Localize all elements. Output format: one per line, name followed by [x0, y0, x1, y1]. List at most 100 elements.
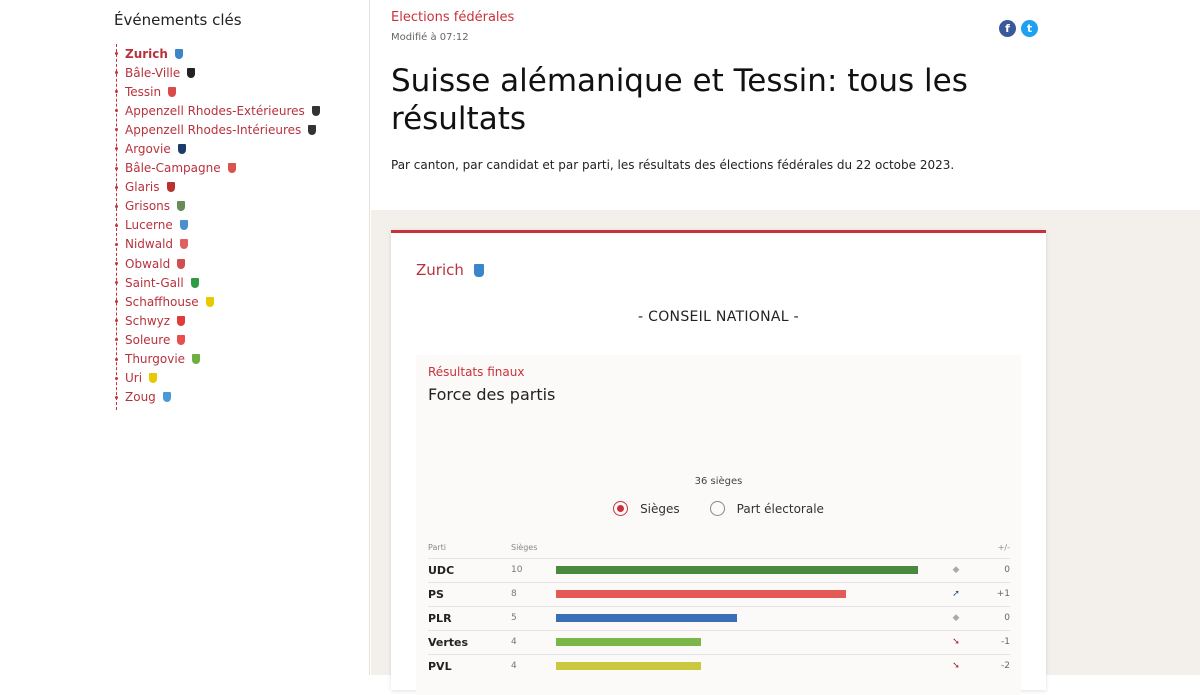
lead-text: Par canton, par candidat et par parti, l…	[391, 158, 955, 172]
party-name: PS	[428, 581, 511, 606]
trend-stable-icon: ◆	[936, 605, 976, 630]
sidebar-item[interactable]: Bâle-Campagne	[115, 159, 320, 178]
canton-crest-icon	[179, 220, 188, 231]
sidebar-item-label: Bâle-Ville	[125, 65, 181, 80]
party-row: Vertes 4 ➘ -1	[428, 629, 1010, 654]
sidebar-item[interactable]: Argovie	[115, 139, 320, 158]
radio-option[interactable]: Part électorale	[709, 501, 824, 516]
seat-bar	[556, 614, 737, 622]
sidebar-item[interactable]: Schaffhouse	[115, 292, 320, 311]
canton-crest-icon	[180, 239, 189, 250]
sidebar-item-label: Glaris	[125, 180, 160, 195]
zurich-crest-icon	[473, 263, 484, 277]
canton-crest-icon	[177, 315, 186, 326]
sidebar-item-label: Thurgovie	[125, 352, 186, 367]
sidebar-item-label: Zurich	[125, 46, 168, 61]
category-link[interactable]: Elections fédérales	[391, 10, 515, 25]
party-strength-panel: Résultats finaux Force des partis 36 siè…	[416, 355, 1021, 695]
sidebar-item[interactable]: Soleure	[115, 330, 320, 349]
radio-button[interactable]	[709, 501, 725, 516]
col-seats: Sièges	[511, 543, 538, 553]
radio-label: Part électorale	[736, 501, 824, 516]
sidebar-item[interactable]: Glaris	[115, 178, 320, 197]
canton-crest-icon	[205, 296, 214, 307]
page-title: Suisse alémanique et Tessin: tous les ré…	[391, 63, 968, 137]
canton-crest-icon	[227, 163, 236, 174]
radio-button[interactable]	[613, 501, 629, 516]
canton-crest-icon	[149, 373, 158, 384]
key-events-list: Zurich Bâle-Ville Tessin Appenzell Rhodes-E…	[115, 44, 320, 410]
twitter-icon[interactable]: t	[1021, 20, 1038, 37]
party-seats: 10	[511, 557, 556, 582]
sidebar-item-label: Nidwald	[125, 237, 174, 252]
sidebar-item[interactable]: Appenzell Rhodes-Extérieures	[115, 101, 320, 120]
sidebar-item[interactable]: Zurich	[115, 44, 320, 63]
sidebar: Événements clés Zurich Bâle-Ville Tessin Ap…	[0, 0, 370, 675]
sidebar-item-label: Soleure	[125, 332, 171, 347]
canton-crest-icon	[174, 48, 183, 59]
results-status: Résultats finaux	[428, 365, 525, 379]
party-name: UDC	[428, 557, 511, 582]
trend-down-icon: ➘	[936, 653, 976, 678]
sidebar-item[interactable]: Lucerne	[115, 216, 320, 235]
canton-crest-icon	[162, 392, 171, 403]
sidebar-item-label: Lucerne	[125, 218, 173, 233]
sidebar-item[interactable]: Obwald	[115, 254, 320, 273]
canton-crest-icon	[192, 354, 201, 365]
sidebar-item-label: Tessin	[125, 84, 162, 99]
sidebar-item[interactable]: Uri	[115, 369, 320, 388]
party-name: PVL	[428, 653, 511, 678]
canton-crest-icon	[308, 124, 317, 135]
seat-diff: 0	[976, 557, 1010, 582]
sidebar-item[interactable]: Zoug	[115, 388, 320, 407]
sidebar-item[interactable]: Appenzell Rhodes-Intérieures	[115, 120, 320, 139]
sidebar-item[interactable]: Schwyz	[115, 311, 320, 330]
sidebar-item[interactable]: Thurgovie	[115, 350, 320, 369]
sidebar-item-label: Uri	[125, 371, 143, 386]
party-seats: 4	[511, 629, 556, 654]
council-heading: - CONSEIL NATIONAL -	[638, 309, 799, 325]
facebook-icon[interactable]: f	[999, 20, 1016, 37]
sidebar-item-label: Argovie	[125, 142, 171, 157]
hemicycle-chart	[416, 355, 1021, 475]
sidebar-item[interactable]: Bâle-Ville	[115, 63, 320, 82]
sidebar-item[interactable]: Tessin	[115, 82, 320, 101]
party-seats: 4	[511, 653, 556, 678]
canton-crest-icon	[166, 182, 175, 193]
sidebar-item-label: Grisons	[125, 199, 171, 214]
canton-crest-icon	[177, 334, 186, 345]
party-seats: 5	[511, 605, 556, 630]
canton-title: Zurich	[416, 261, 484, 279]
party-seats: 8	[511, 581, 556, 606]
sidebar-title: Événements clés	[114, 11, 242, 29]
sidebar-item[interactable]: Saint-Gall	[115, 273, 320, 292]
party-row: UDC 10 ◆ 0	[428, 557, 1010, 582]
canton-crest-icon	[177, 144, 186, 155]
party-row: PS 8 ➚ +1	[428, 581, 1010, 606]
canton-crest-icon	[311, 105, 320, 116]
sidebar-item-label: Zoug	[125, 390, 156, 405]
party-name: PLR	[428, 605, 511, 630]
trend-stable-icon: ◆	[936, 557, 976, 582]
sidebar-item[interactable]: Nidwald	[115, 235, 320, 254]
canton-crest-icon	[168, 86, 177, 97]
radio-label: Sièges	[640, 501, 680, 516]
seat-bar	[556, 662, 701, 671]
seat-bar	[556, 566, 918, 574]
trend-up-icon: ➚	[936, 581, 976, 606]
col-diff: +/-	[997, 543, 1010, 553]
col-party: Parti	[428, 543, 447, 553]
canton-crest-icon	[177, 201, 186, 212]
party-name: Vertes	[428, 629, 511, 654]
radio-option[interactable]: Sièges	[613, 501, 680, 516]
results-card: Zurich - CONSEIL NATIONAL - Résultats fi…	[391, 230, 1046, 695]
canton-name: Zurich	[416, 261, 464, 279]
sidebar-item[interactable]: Grisons	[115, 197, 320, 216]
sidebar-item-label: Schwyz	[125, 313, 171, 328]
seats-total: 36 sièges	[694, 476, 743, 487]
party-row: PVL 4 ➘ -2	[428, 653, 1010, 678]
seat-bar	[556, 638, 701, 646]
